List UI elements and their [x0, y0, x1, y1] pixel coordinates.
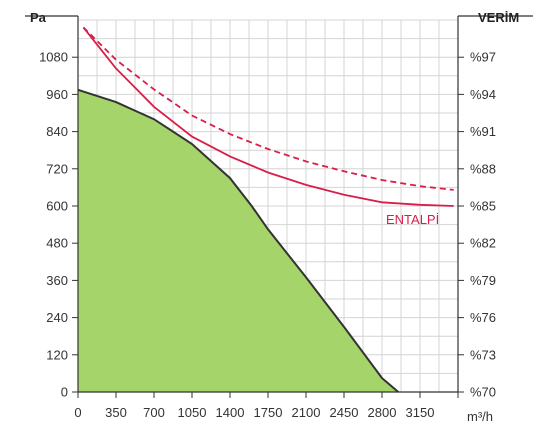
right-tick-label: %91: [470, 124, 496, 139]
right-tick-label: %76: [470, 310, 496, 325]
right-tick-label: %79: [470, 273, 496, 288]
bottom-tick-label: 1750: [254, 405, 283, 420]
right-tick-label: %82: [470, 236, 496, 251]
left-tick-label: 720: [46, 161, 68, 176]
left-tick-label: 360: [46, 273, 68, 288]
left-tick-label: 240: [46, 310, 68, 325]
right-tick-label: %94: [470, 87, 496, 102]
pressure-curve-line: [77, 88, 399, 393]
bottom-tick-label: 700: [143, 405, 165, 420]
left-tick-label: 600: [46, 199, 68, 214]
bottom-tick-label: 2450: [330, 405, 359, 420]
right-tick-label: %85: [470, 199, 496, 214]
left-tick-label: 1080: [39, 50, 68, 65]
bottom-tick-label: 1400: [216, 405, 245, 420]
x-axis-unit: m³/h: [467, 409, 493, 424]
bottom-tick-label: 350: [105, 405, 127, 420]
bottom-tick-label: 2100: [292, 405, 321, 420]
right-tick-label: %73: [470, 347, 496, 362]
plot-series: [77, 26, 454, 393]
left-axis-title: Pa: [30, 10, 47, 25]
right-axis-title: VERİM: [478, 10, 519, 25]
left-tick-label: 480: [46, 236, 68, 251]
left-tick-label: 120: [46, 347, 68, 362]
efficiency-curve-dashed: [82, 26, 454, 191]
right-tick-label: %97: [470, 50, 496, 65]
bottom-tick-label: 1050: [178, 405, 207, 420]
right-tick-label: %88: [470, 161, 496, 176]
labels: Pa VERİM m³/h ENTALPİ 0 120 240 360 480 600 72…: [30, 10, 519, 424]
bottom-tick-label: 2800: [368, 405, 397, 420]
left-tick-label: 840: [46, 124, 68, 139]
bottom-tick-label: 3150: [406, 405, 435, 420]
axes: [25, 15, 533, 398]
left-tick-label: 960: [46, 87, 68, 102]
left-tick-label: 0: [61, 385, 68, 400]
bottom-tick-label: 0: [74, 405, 81, 420]
efficiency-curve-entalpi: [82, 26, 454, 207]
pressure-curve-fill: [78, 89, 399, 393]
right-tick-label: %70: [470, 385, 496, 400]
entalpi-annotation: ENTALPİ: [386, 212, 439, 227]
